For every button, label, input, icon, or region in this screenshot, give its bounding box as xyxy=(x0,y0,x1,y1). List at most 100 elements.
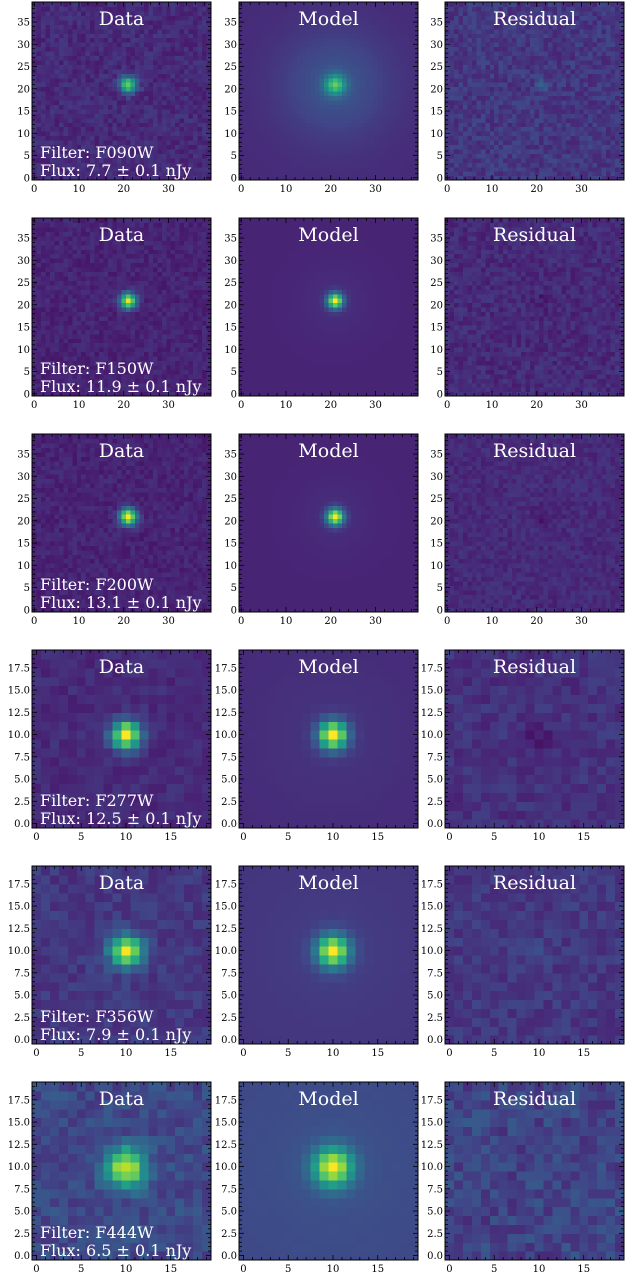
pixel xyxy=(386,42,392,48)
pixel xyxy=(364,59,370,65)
pixel xyxy=(85,28,91,34)
pixel xyxy=(485,46,491,52)
pixel xyxy=(570,153,576,159)
pixel xyxy=(306,99,312,105)
pixel xyxy=(125,135,132,141)
pixel xyxy=(112,126,118,132)
pixel xyxy=(462,15,468,21)
pixel xyxy=(36,10,42,16)
pixel xyxy=(179,19,185,25)
pixel xyxy=(400,108,406,114)
pixel xyxy=(458,122,464,128)
pixel xyxy=(279,37,285,43)
pixel xyxy=(494,144,500,150)
pixel xyxy=(134,77,140,83)
pixel xyxy=(453,86,460,92)
pixel xyxy=(161,50,167,56)
pixel xyxy=(161,42,167,48)
pixel xyxy=(467,37,473,43)
pixel xyxy=(525,122,531,128)
pixel xyxy=(471,19,477,25)
pixel xyxy=(85,95,91,101)
pixel xyxy=(543,42,549,48)
pixel xyxy=(503,166,509,172)
pixel xyxy=(471,77,477,83)
pixel xyxy=(40,162,47,168)
pixel xyxy=(252,86,258,92)
pixel xyxy=(170,157,176,163)
pixel xyxy=(404,91,410,97)
pixel xyxy=(170,50,176,56)
pixel xyxy=(67,73,73,79)
pixel xyxy=(292,28,298,34)
pixel xyxy=(530,15,536,21)
pixel xyxy=(516,144,522,150)
pixel xyxy=(315,135,321,141)
pixel xyxy=(49,108,55,114)
pixel xyxy=(377,55,383,61)
pixel xyxy=(54,19,60,25)
pixel xyxy=(332,55,339,61)
pixel xyxy=(467,126,473,132)
pixel xyxy=(247,162,254,168)
pixel xyxy=(588,68,594,74)
pixel xyxy=(81,55,87,61)
pixel xyxy=(63,6,69,12)
pixel xyxy=(386,157,392,163)
pixel xyxy=(601,175,607,181)
pixel xyxy=(36,46,42,52)
pixel xyxy=(265,148,271,154)
pixel xyxy=(310,99,316,105)
pixel xyxy=(148,6,154,12)
pixel xyxy=(332,28,339,34)
pixel xyxy=(512,117,518,123)
pixel xyxy=(265,59,271,65)
pixel xyxy=(188,148,194,154)
pixel xyxy=(130,126,136,132)
pixel xyxy=(467,157,473,163)
axis-ticks xyxy=(239,2,418,180)
pixel xyxy=(170,28,176,34)
y-tick-label: 0 xyxy=(24,173,30,184)
pixel xyxy=(615,55,621,61)
pixel xyxy=(355,162,361,168)
pixel xyxy=(337,68,343,74)
pixel xyxy=(99,42,105,48)
pixel xyxy=(103,86,109,92)
pixel xyxy=(574,68,580,74)
pixel xyxy=(148,64,154,70)
pixel xyxy=(157,113,163,119)
pixel xyxy=(547,33,553,39)
pixel xyxy=(480,77,486,83)
pixel xyxy=(337,37,343,43)
pixel xyxy=(54,42,60,48)
pixel xyxy=(328,15,334,21)
pixel xyxy=(377,91,383,97)
pixel xyxy=(306,175,312,181)
pixel xyxy=(328,50,334,56)
pixel xyxy=(261,86,267,92)
pixel xyxy=(547,82,553,88)
pixel xyxy=(328,33,334,39)
pixel xyxy=(507,131,513,137)
pixel xyxy=(306,68,312,74)
pixel xyxy=(565,15,571,21)
pixel xyxy=(512,46,518,52)
pixel xyxy=(319,24,325,30)
pixel xyxy=(471,73,477,79)
pixel xyxy=(247,117,254,123)
pixel xyxy=(368,135,374,141)
pixel xyxy=(377,99,383,105)
pixel xyxy=(45,42,51,48)
pixel xyxy=(467,117,473,123)
pixel xyxy=(283,86,289,92)
pixel xyxy=(597,113,603,119)
pixel xyxy=(270,171,276,177)
pixel xyxy=(157,153,163,159)
pixel xyxy=(130,148,136,154)
pixel xyxy=(534,104,540,110)
pixel xyxy=(90,19,96,25)
pixel xyxy=(157,171,163,177)
pixel xyxy=(292,82,298,88)
pixel xyxy=(579,59,585,65)
